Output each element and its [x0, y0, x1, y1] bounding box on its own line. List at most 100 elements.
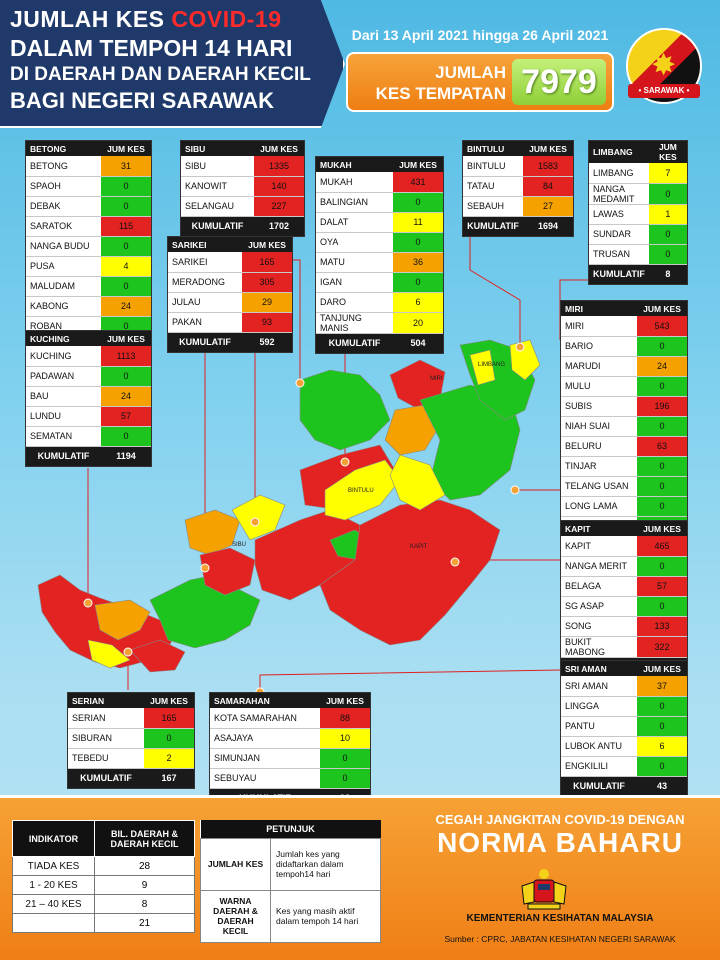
case-count: 543: [637, 316, 687, 337]
case-count: 24: [101, 296, 151, 317]
table-row: MIRI 543: [561, 316, 687, 337]
case-count: 0: [637, 596, 687, 617]
table-row: IGAN 0: [316, 272, 443, 293]
case-count: 11: [393, 212, 443, 233]
table-row: LAWAS 1: [589, 204, 687, 225]
pin-icon: [123, 647, 133, 657]
table-row: TANJUNG MANIS 20: [316, 312, 443, 334]
table-header-cases: JUM KES: [648, 141, 687, 163]
cumulative-label: KUMULATIF: [168, 332, 242, 352]
petunjuk-title: PETUNJUK: [200, 820, 381, 838]
table-header-cases: JUM KES: [242, 237, 292, 252]
map-label: BINTULU: [348, 488, 374, 494]
legend-indicator: 21 – 40 KES: [12, 894, 95, 914]
cumulative-label: KUMULATIF: [68, 768, 144, 788]
subdistrict-name: SIMUNJAN: [210, 748, 320, 769]
subdistrict-name: LONG LAMA: [561, 496, 637, 517]
table-row: SRI AMAN 37: [561, 676, 687, 697]
case-count: 0: [101, 196, 151, 217]
table-total-row: KUMULATIF 1694: [463, 216, 573, 236]
legend-count: 21: [94, 913, 195, 933]
table-row: OYA 0: [316, 232, 443, 253]
case-count: 133: [637, 616, 687, 637]
subdistrict-name: SEBAUH: [463, 196, 523, 217]
case-count: 6: [393, 292, 443, 313]
subdistrict-name: BARIO: [561, 336, 637, 357]
case-count: 0: [637, 696, 687, 717]
legend-count: 8: [94, 894, 195, 914]
subdistrict-name: OYA: [316, 232, 393, 253]
case-count: 0: [637, 336, 687, 357]
table-row: KANOWIT 140: [181, 176, 304, 197]
subdistrict-name: SIBU: [181, 156, 254, 177]
subdistrict-name: ENGKILILI: [561, 756, 637, 777]
table-row: MARUDI 24: [561, 356, 687, 377]
sarawak-map: LIMBANG SIBU BINTULU MIRI KAPIT: [37, 205, 626, 697]
subdistrict-name: MATU: [316, 252, 393, 273]
case-count: 0: [101, 236, 151, 257]
slogan-line-2: NORMA BAHARU: [437, 827, 683, 858]
source-note: Sumber : CPRC, JABATAN KESIHATAN NEGERI …: [444, 934, 676, 944]
table-row: KAPIT 465: [561, 536, 687, 557]
title-line-2: DALAM TEMPOH 14 HARI: [10, 35, 293, 61]
subdistrict-name: BINTULU: [463, 156, 523, 177]
table-bintulu: BINTULU JUM KES BINTULU 1583 TATAU 84 SEBAUH 27…: [462, 140, 574, 237]
table-row: BALINGIAN 0: [316, 192, 443, 213]
case-count: 0: [101, 176, 151, 197]
table-header-cases: JUM KES: [523, 141, 573, 156]
petunjuk-table: PETUNJUK JUMLAH KES Jumlah kes yang dida…: [200, 820, 381, 943]
table-row: TINJAR 0: [561, 456, 687, 477]
table-betong: BETONG JUM KES BETONG 31 SPAOH 0 DEBAK 0 SARATOK…: [25, 140, 152, 357]
map-regions: [37, 339, 541, 673]
case-count: 465: [637, 536, 687, 557]
table-row: ENGKILILI 0: [561, 756, 687, 777]
table-total-row: KUMULATIF 504: [316, 333, 443, 353]
case-count: 37: [637, 676, 687, 697]
subdistrict-name: SARATOK: [26, 216, 101, 237]
case-count: 0: [637, 476, 687, 497]
case-count: 24: [101, 386, 151, 407]
table-row: JULAU 29: [168, 292, 292, 313]
subdistrict-name: LINGGA: [561, 696, 637, 717]
table-row: NIAH SUAI 0: [561, 416, 687, 437]
subdistrict-name: LUBOK ANTU: [561, 736, 637, 757]
cumulative-label: KUMULATIF: [316, 333, 393, 353]
case-count: 20: [393, 312, 443, 334]
table-header-district: LIMBANG: [589, 141, 649, 163]
case-count: 0: [101, 426, 151, 447]
table-row: SUBIS 196: [561, 396, 687, 417]
table-header-cases: JUM KES: [101, 331, 151, 346]
map-label: MIRI: [430, 376, 443, 382]
case-count: 0: [648, 183, 687, 205]
star-icon: ✸: [651, 49, 677, 82]
title-line-4: BAGI NEGERI SARAWAK: [10, 88, 275, 113]
table-row: SEBAUH 27: [463, 196, 573, 217]
subdistrict-name: SPAOH: [26, 176, 101, 197]
table-sibu: SIBU JUM KES SIBU 1335 KANOWIT 140 SELANGAU 227…: [180, 140, 305, 237]
subdistrict-name: ASAJAYA: [210, 728, 320, 749]
subdistrict-name: BAU: [26, 386, 101, 407]
petunjuk-desc: Jumlah kes yang didaftarkan dalam tempoh…: [270, 837, 381, 891]
table-row: BELURU 63: [561, 436, 687, 457]
table-row: SIBU 1335: [181, 156, 304, 177]
subdistrict-name: PUSA: [26, 256, 101, 277]
legend-row: 21 – 40 KES 8: [12, 894, 195, 914]
legend-count: 9: [94, 875, 195, 895]
table-kapit: KAPIT JUM KES KAPIT 465 NANGA MERIT 0 BELAGA 57…: [560, 520, 688, 678]
table-header-cases: JUM KES: [637, 661, 687, 676]
cumulative-value: 1194: [101, 446, 151, 466]
cumulative-label: KUMULATIF: [26, 446, 101, 466]
case-count: 0: [637, 376, 687, 397]
case-count: 1113: [101, 346, 151, 367]
table-total-row: KUMULATIF 1194: [26, 446, 151, 466]
table-header-cases: JUM KES: [393, 157, 443, 172]
cumulative-label: KUMULATIF: [561, 776, 637, 796]
subdistrict-name: MULU: [561, 376, 637, 397]
total-cases-value: 7979: [512, 59, 606, 105]
table-row: PAKAN 93: [168, 312, 292, 333]
subdistrict-name: DEBAK: [26, 196, 101, 217]
pin-icon: [515, 342, 525, 352]
legend-indicator: TIADA KES: [12, 856, 95, 876]
subdistrict-name: LAWAS: [589, 204, 649, 225]
title-banner: JUMLAH KES COVID-19 DALAM TEMPOH 14 HARI…: [0, 0, 345, 128]
